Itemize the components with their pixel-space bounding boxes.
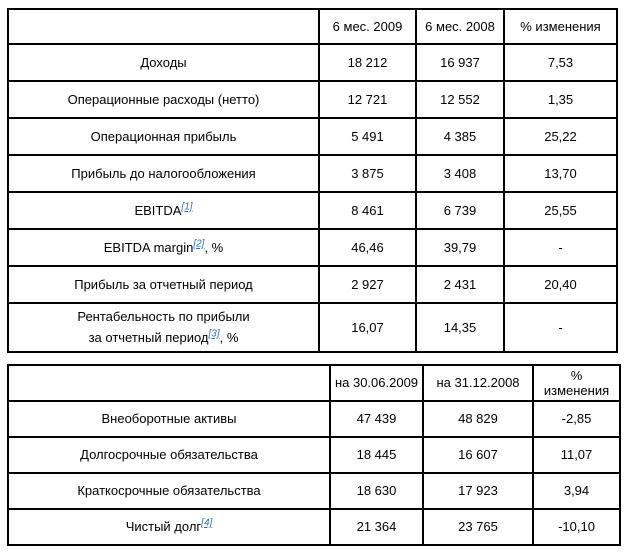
row-label: Внеоборотные активы bbox=[7, 399, 331, 438]
value-cell: 46,46 bbox=[318, 228, 417, 267]
row-label-line2: за отчетный период bbox=[88, 330, 209, 346]
value-cell: 2 431 bbox=[415, 265, 505, 304]
value-cell: 16,07 bbox=[318, 302, 417, 353]
value-cell: 11,07 bbox=[532, 435, 621, 474]
value-cell: 25,22 bbox=[503, 117, 618, 156]
row-label: Чистый долг[4] bbox=[7, 507, 331, 546]
footnote-link-4[interactable]: [4] bbox=[201, 518, 213, 530]
value-cell: 12 721 bbox=[318, 80, 417, 119]
table-row-ebitda: EBITDA[1] 8 461 6 739 25,55 bbox=[7, 191, 618, 230]
value-cell: 17 923 bbox=[422, 471, 534, 510]
header-row: 6 мес. 2009 6 мес. 2008 % изменения bbox=[7, 8, 618, 45]
value-cell: 12 552 bbox=[415, 80, 505, 119]
row-label: Прибыль до налогообложения bbox=[7, 154, 320, 193]
row-label: EBITDA[1] bbox=[7, 191, 320, 230]
table-row-profit-before-tax: Прибыль до налогообложения 3 875 3 408 1… bbox=[7, 154, 618, 193]
row-label: Доходы bbox=[7, 43, 320, 82]
value-cell: 39,79 bbox=[415, 228, 505, 267]
table-row-ebitda-margin: EBITDA margin[2], % 46,46 39,79 - bbox=[7, 228, 618, 267]
table-row-operating-profit: Операционная прибыль 5 491 4 385 25,22 bbox=[7, 117, 618, 156]
row-label: Рентабельность по прибыли за отчетный пе… bbox=[7, 302, 320, 353]
corner-cell bbox=[7, 363, 331, 402]
row-label-text: EBITDA bbox=[134, 203, 182, 218]
value-cell: 6 739 bbox=[415, 191, 505, 230]
row-label: EBITDA margin[2], % bbox=[7, 228, 320, 267]
row-label-multiline: Рентабельность по прибыли за отчетный пе… bbox=[12, 306, 315, 349]
value-cell: 13,70 bbox=[503, 154, 618, 193]
value-cell: 21 364 bbox=[329, 507, 424, 546]
table-row-noncurrent-assets: Внеоборотные активы 47 439 48 829 -2,85 bbox=[7, 399, 621, 438]
row-label-suffix: , % bbox=[219, 330, 239, 346]
table-row-net-debt: Чистый долг[4] 21 364 23 765 -10,10 bbox=[7, 507, 621, 546]
row-label-text: EBITDA margin bbox=[103, 240, 194, 255]
column-header-change-pct: % изменения bbox=[503, 8, 618, 45]
value-cell: -10,10 bbox=[532, 507, 621, 546]
value-cell: 18 212 bbox=[318, 43, 417, 82]
table-row-revenue: Доходы 18 212 16 937 7,53 bbox=[7, 43, 618, 82]
value-cell: 7,53 bbox=[503, 43, 618, 82]
value-cell: 18 445 bbox=[329, 435, 424, 474]
table-row-longterm-liabilities: Долгосрочные обязательства 18 445 16 607… bbox=[7, 435, 621, 474]
row-label: Прибыль за отчетный период bbox=[7, 265, 320, 304]
value-cell: -2,85 bbox=[532, 399, 621, 438]
value-cell: - bbox=[503, 302, 618, 353]
table-row-operating-expenses: Операционные расходы (нетто) 12 721 12 5… bbox=[7, 80, 618, 119]
value-cell: 1,35 bbox=[503, 80, 618, 119]
table-row-period-profit: Прибыль за отчетный период 2 927 2 431 2… bbox=[7, 265, 618, 304]
table-row-profitability: Рентабельность по прибыли за отчетный пе… bbox=[7, 302, 618, 353]
value-cell: 3 875 bbox=[318, 154, 417, 193]
row-label: Операционная прибыль bbox=[7, 117, 320, 156]
balance-sheet-table: на 30.06.2009 на 31.12.2008 % изменения … bbox=[7, 363, 621, 546]
value-cell: 14,35 bbox=[415, 302, 505, 353]
column-header-date-2009: на 30.06.2009 bbox=[329, 363, 424, 402]
corner-cell bbox=[7, 8, 320, 45]
footnote-link-2[interactable]: [2] bbox=[193, 238, 205, 250]
row-label-line2-wrap: за отчетный период[3], % bbox=[12, 327, 315, 348]
column-header-date-2008: на 31.12.2008 bbox=[422, 363, 534, 402]
row-label: Долгосрочные обязательства bbox=[7, 435, 331, 474]
value-cell: 23 765 bbox=[422, 507, 534, 546]
footnote-link-3[interactable]: [3] bbox=[208, 329, 220, 341]
value-cell: 25,55 bbox=[503, 191, 618, 230]
value-cell: 16 937 bbox=[415, 43, 505, 82]
row-label-text: Чистый долг bbox=[125, 519, 202, 535]
value-cell: 48 829 bbox=[422, 399, 534, 438]
column-header-change-pct: % изменения bbox=[532, 363, 621, 402]
row-label: Краткосрочные обязательства bbox=[7, 471, 331, 510]
value-cell: 3,94 bbox=[532, 471, 621, 510]
row-label-suffix: , % bbox=[204, 240, 224, 255]
value-cell: 18 630 bbox=[329, 471, 424, 510]
column-header-period-2009: 6 мес. 2009 bbox=[318, 8, 417, 45]
value-cell: 20,40 bbox=[503, 265, 618, 304]
value-cell: 47 439 bbox=[329, 399, 424, 438]
row-label-line1: Рентабельность по прибыли bbox=[77, 309, 250, 324]
footnote-link-1[interactable]: [1] bbox=[181, 201, 193, 213]
value-cell: - bbox=[503, 228, 618, 267]
column-header-period-2008: 6 мес. 2008 bbox=[415, 8, 505, 45]
value-cell: 16 607 bbox=[422, 435, 534, 474]
row-label: Операционные расходы (нетто) bbox=[7, 80, 320, 119]
value-cell: 4 385 bbox=[415, 117, 505, 156]
value-cell: 2 927 bbox=[318, 265, 417, 304]
table-row-shortterm-liabilities: Краткосрочные обязательства 18 630 17 92… bbox=[7, 471, 621, 510]
value-cell: 3 408 bbox=[415, 154, 505, 193]
header-row: на 30.06.2009 на 31.12.2008 % изменения bbox=[7, 363, 621, 402]
income-statement-table: 6 мес. 2009 6 мес. 2008 % изменения Дохо… bbox=[7, 8, 618, 353]
value-cell: 5 491 bbox=[318, 117, 417, 156]
value-cell: 8 461 bbox=[318, 191, 417, 230]
